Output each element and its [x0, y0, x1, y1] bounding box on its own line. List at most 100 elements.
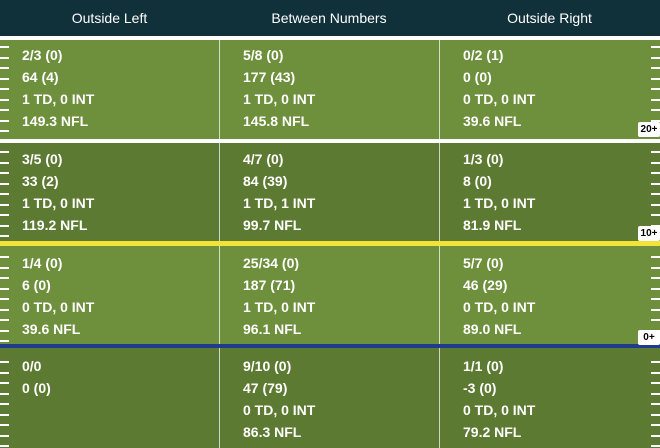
stat-line: 64 (4) [22, 69, 59, 85]
stat-line: 0 (0) [22, 380, 51, 396]
hash-mark [651, 298, 660, 300]
stat-line: 0 (0) [463, 69, 492, 85]
stat-line: 5/8 (0) [243, 47, 284, 63]
hash-mark [651, 214, 660, 216]
hash-mark [0, 403, 9, 405]
yard-line-10 [0, 241, 660, 246]
line-of-scrimmage [0, 344, 660, 348]
hash-mark [0, 256, 9, 258]
yard-marker-badge: 0+ [638, 330, 660, 345]
zone-cell-deep-col2: 5/8 (0) 177 (43) 1 TD, 0 INT 145.8 NFL [243, 36, 439, 140]
hash-mark [651, 256, 660, 258]
hash-mark [651, 319, 660, 321]
hash-mark [651, 277, 660, 279]
stat-line: 25/34 (0) [243, 255, 300, 271]
column-title-between-numbers: Between Numbers [271, 10, 387, 26]
stat-line: 1 TD, 0 INT [22, 91, 95, 107]
stat-line: 1 TD, 1 INT [243, 195, 316, 211]
goal-line [0, 36, 660, 40]
hash-mark [0, 414, 9, 416]
stat-line: 5/7 (0) [463, 255, 504, 271]
zone-cell-behind-col2: 9/10 (0) 47 (79) 0 TD, 0 INT 86.3 NFL [243, 347, 439, 448]
stat-line: 0 TD, 0 INT [463, 299, 536, 315]
zone-cell-short-col1: 1/4 (0) 6 (0) 0 TD, 0 INT 39.6 NFL [22, 244, 217, 347]
hash-mark [651, 361, 660, 363]
zone-cell-deep-col1: 2/3 (0) 64 (4) 1 TD, 0 INT 149.3 NFL [22, 36, 217, 140]
hash-mark [651, 57, 660, 59]
stat-line: 46 (29) [463, 277, 508, 293]
hash-mark [0, 445, 9, 447]
zone-cell-deep-col3: 0/2 (1) 0 (0) 0 TD, 0 INT 39.6 NFL [463, 36, 660, 140]
stat-line: 1/1 (0) [463, 358, 504, 374]
hash-mark [651, 162, 660, 164]
zone-cell-intermediate-col2: 4/7 (0) 84 (39) 1 TD, 1 INT 99.7 NFL [243, 140, 439, 244]
hash-mark [0, 151, 9, 153]
hash-mark [0, 130, 9, 132]
stat-line: 33 (2) [22, 173, 59, 189]
hash-mark [651, 183, 660, 185]
stat-line: 6 (0) [22, 277, 51, 293]
stat-line: 0 TD, 0 INT [463, 91, 536, 107]
stat-line: 39.6 NFL [22, 321, 81, 337]
hash-mark [651, 424, 660, 426]
hash-mark [651, 435, 660, 437]
hash-mark [651, 99, 660, 101]
zone-deep: 2/3 (0) 64 (4) 1 TD, 0 INT 149.3 NFL 5/8 (0)… [0, 36, 660, 140]
hash-mark [651, 151, 660, 153]
column-title-outside-left: Outside Left [71, 10, 148, 26]
stat-line: 0 TD, 0 INT [243, 402, 316, 418]
stat-line: 89.0 NFL [463, 321, 522, 337]
hash-mark [0, 330, 9, 332]
stat-line: 187 (71) [243, 277, 296, 293]
hash-mark [651, 67, 660, 69]
hash-mark [0, 277, 9, 279]
stat-line: 96.1 NFL [243, 321, 302, 337]
zone-cell-behind-col3: 1/1 (0) -3 (0) 0 TD, 0 INT 79.2 NFL [463, 347, 660, 448]
yard-line-20 [0, 139, 660, 143]
hash-mark [0, 183, 9, 185]
hash-mark [0, 57, 9, 59]
hash-mark [651, 393, 660, 395]
stat-line: 0 TD, 0 INT [22, 299, 95, 315]
hash-mark [0, 78, 9, 80]
stat-line: 149.3 NFL [22, 113, 89, 129]
column-title-outside-right: Outside Right [507, 10, 592, 26]
football-field: 2/3 (0) 64 (4) 1 TD, 0 INT 149.3 NFL 5/8 (0)… [0, 36, 660, 448]
stat-line: 2/3 (0) [22, 47, 63, 63]
hash-mark [0, 88, 9, 90]
hash-mark [0, 298, 9, 300]
stat-line: 1 TD, 0 INT [243, 299, 316, 315]
hash-mark [651, 382, 660, 384]
stat-line: 3/5 (0) [22, 151, 63, 167]
stat-line: 1 TD, 0 INT [463, 195, 536, 211]
stat-line: -3 (0) [463, 380, 497, 396]
stat-line: 0/2 (1) [463, 47, 504, 63]
hash-mark [0, 99, 9, 101]
hash-mark [0, 46, 9, 48]
stat-line: 1/3 (0) [463, 151, 504, 167]
hash-mark [651, 204, 660, 206]
hash-mark [651, 414, 660, 416]
zone-cell-intermediate-col1: 3/5 (0) 33 (2) 1 TD, 0 INT 119.2 NFL [22, 140, 217, 244]
hash-mark [0, 319, 9, 321]
yard-marker-badge: 10+ [638, 226, 660, 241]
hash-mark [0, 214, 9, 216]
hash-mark [0, 162, 9, 164]
stat-line: 8 (0) [463, 173, 492, 189]
hash-mark [651, 172, 660, 174]
hash-mark [0, 361, 9, 363]
hash-mark [0, 225, 9, 227]
hash-mark [0, 340, 9, 342]
stat-line: 99.7 NFL [243, 217, 302, 233]
zone-intermediate: 3/5 (0) 33 (2) 1 TD, 0 INT 119.2 NFL 4/7 (0)… [0, 140, 660, 244]
stat-line: 119.2 NFL [22, 217, 88, 233]
hash-mark [0, 120, 9, 122]
hash-mark [0, 372, 9, 374]
zone-cell-intermediate-col3: 1/3 (0) 8 (0) 1 TD, 0 INT 81.9 NFL [463, 140, 660, 244]
hash-mark [651, 193, 660, 195]
column-header-bar: Outside Left Between Numbers Outside Rig… [0, 0, 660, 36]
hash-mark [0, 393, 9, 395]
zone-cell-short-col3: 5/7 (0) 46 (29) 0 TD, 0 INT 89.0 NFL [463, 244, 660, 347]
stat-line: 0/0 [22, 358, 42, 374]
